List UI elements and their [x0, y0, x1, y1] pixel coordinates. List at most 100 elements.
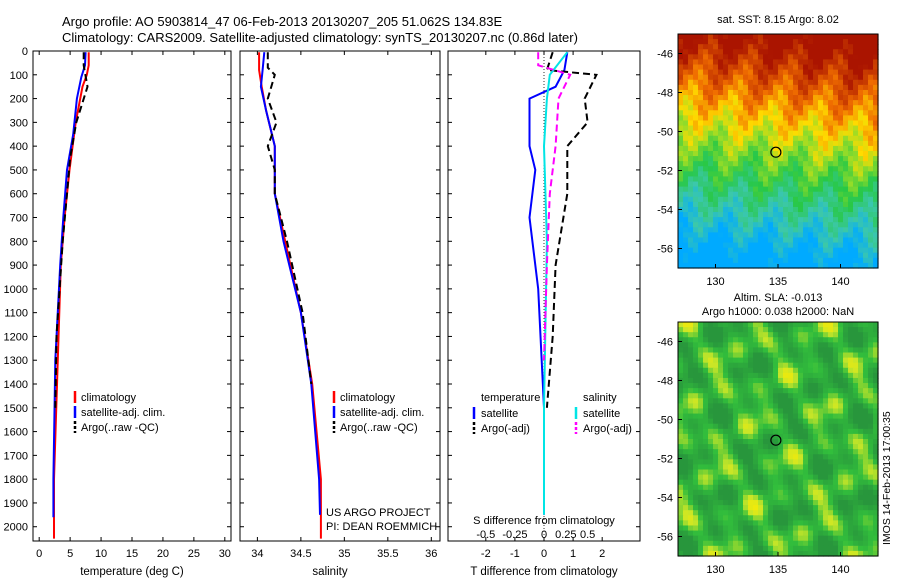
- map-cell: [743, 403, 749, 410]
- map-cell: [748, 130, 754, 137]
- map-cell: [768, 227, 774, 233]
- map-cell: [728, 74, 734, 81]
- map-cell: [778, 34, 784, 40]
- map-cell: [743, 428, 749, 435]
- map-cell: [783, 125, 789, 132]
- map-cell: [778, 232, 784, 239]
- map-cell: [808, 444, 814, 450]
- map-cell: [763, 520, 769, 527]
- map-cell: [838, 377, 844, 384]
- map-cell: [708, 84, 714, 91]
- map-cell: [763, 166, 769, 172]
- map-cell: [708, 428, 714, 435]
- map-cell: [823, 383, 829, 389]
- map-cell: [683, 454, 689, 460]
- map-cell: [713, 222, 719, 228]
- map-cell: [768, 252, 774, 259]
- map-cell: [848, 449, 854, 455]
- map-cell: [813, 342, 819, 349]
- map-cell: [798, 140, 804, 147]
- map-cell: [713, 252, 719, 259]
- map-cell: [778, 186, 784, 193]
- map-cell: [818, 530, 824, 537]
- map-cell: [703, 79, 709, 86]
- map-cell: [713, 79, 719, 86]
- map-cell: [693, 257, 699, 264]
- map-cell: [773, 191, 779, 198]
- map-cell: [783, 332, 789, 338]
- map-cell: [868, 69, 874, 76]
- map-cell: [788, 232, 794, 239]
- map-cell: [728, 540, 734, 547]
- map-cell: [828, 227, 834, 233]
- map-cell: [838, 59, 844, 66]
- map-cell: [873, 181, 879, 188]
- map-cell: [783, 242, 789, 249]
- map-cell: [823, 237, 829, 244]
- map-cell: [688, 469, 694, 476]
- map-cell: [713, 156, 719, 162]
- map-cell: [798, 510, 804, 516]
- map-cell: [728, 510, 734, 516]
- map-cell: [793, 130, 799, 137]
- map-cell: [703, 54, 709, 61]
- map-cell: [838, 140, 844, 147]
- map-cell: [708, 151, 714, 157]
- map-cell: [723, 423, 729, 430]
- map-cell: [708, 474, 714, 481]
- map-cell: [838, 176, 844, 183]
- map-cell: [688, 423, 694, 430]
- map-cell: [873, 327, 879, 333]
- map-cell: [678, 444, 684, 450]
- map-cell: [843, 151, 849, 157]
- map-cell: [858, 520, 864, 527]
- map-cell: [728, 34, 734, 40]
- map-cell: [818, 515, 824, 521]
- map-cell: [713, 530, 719, 537]
- map-cell: [698, 342, 704, 349]
- map-cell: [708, 171, 714, 178]
- map-cell: [808, 489, 814, 496]
- map-cell: [723, 105, 729, 111]
- map-cell: [768, 444, 774, 450]
- map-cell: [848, 140, 854, 147]
- map-cell: [868, 196, 874, 203]
- map-cell: [793, 393, 799, 399]
- map-cell: [718, 74, 724, 81]
- map-cell: [778, 428, 784, 435]
- map-cell: [723, 54, 729, 61]
- map-cell: [873, 34, 879, 40]
- map-cell: [743, 105, 749, 111]
- map-cell: [873, 403, 879, 410]
- map-cell: [733, 322, 739, 328]
- map-cell: [818, 34, 824, 40]
- map-cell: [708, 372, 714, 379]
- map-cell: [733, 217, 739, 223]
- map-cell: [848, 39, 854, 45]
- map-cell: [803, 464, 809, 471]
- map-cell: [848, 500, 854, 506]
- map-cell: [823, 454, 829, 460]
- map-cell: [838, 459, 844, 466]
- map-cell: [823, 201, 829, 208]
- map-cell: [718, 494, 724, 501]
- map-cell: [748, 454, 754, 460]
- map-cell: [693, 89, 699, 96]
- map-cell: [788, 79, 794, 86]
- map-cell: [723, 39, 729, 45]
- map-cell: [773, 110, 779, 116]
- map-cell: [823, 388, 829, 394]
- map-cell: [713, 322, 719, 328]
- map-cell: [703, 362, 709, 369]
- map-cell: [868, 408, 874, 415]
- map-cell: [738, 418, 744, 425]
- map-cell: [828, 176, 834, 183]
- map-cell: [798, 181, 804, 188]
- map-cell: [693, 196, 699, 203]
- map-cell: [838, 39, 844, 45]
- map-cell: [733, 332, 739, 338]
- map-cell: [793, 196, 799, 203]
- map-cell: [793, 89, 799, 96]
- map-cell: [778, 105, 784, 111]
- map-cell: [798, 520, 804, 527]
